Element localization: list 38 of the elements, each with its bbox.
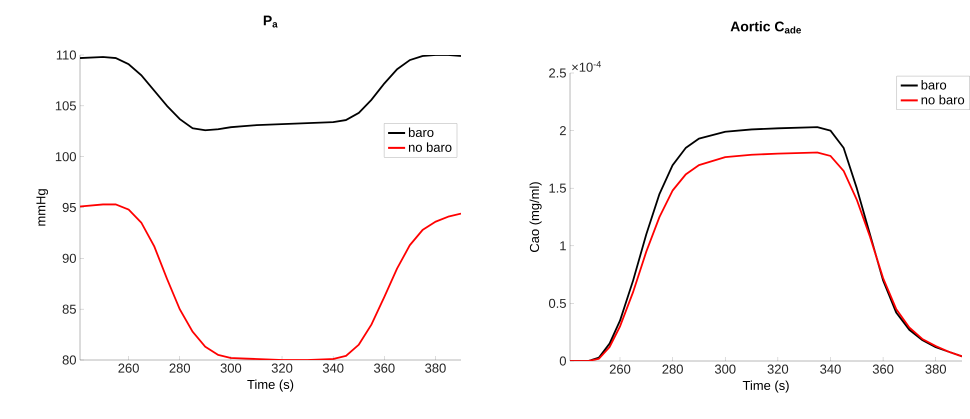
x-tick-label: 320 [768,364,788,374]
chart-title: Aortic C$_{ade}$ [730,21,801,34]
legend-label: baro [408,128,434,138]
y-tick-label: 0 [560,356,566,366]
x-tick-label: 280 [170,364,190,373]
y-tick-label: 110 [56,50,76,60]
x-tick-label: 320 [272,364,292,373]
x-tick-label: 360 [872,364,894,374]
y-tick-label: 1 [560,241,566,250]
x-tick-label: 340 [820,364,841,374]
y-tick-label: 100 [56,152,76,162]
y-tick-label: 80 [62,355,76,365]
x-tick-label: 300 [220,364,242,373]
legend-label: no baro [408,142,452,152]
x-tick-label: 340 [322,364,344,373]
legend-label: no baro [922,94,964,104]
y-tick-label: 85 [62,304,76,314]
x-tick-label: 260 [118,364,139,373]
x-axis-title: Time (s) [247,380,294,392]
y-tick-label: 95 [62,202,76,212]
x-tick-label: 280 [662,364,683,374]
y-tick-label: 1.5 [549,184,566,193]
legend-label: baro [922,80,946,90]
x-tick-label: 260 [610,364,630,374]
y-tick-label: 2.5 [549,68,566,78]
y-tick-label: 105 [56,101,76,110]
chart-title: P$_{a}$ [264,16,278,28]
y-axis-title: Cao (mg/ml) [530,182,542,252]
x-tick-label: 300 [714,364,736,374]
x-tick-label: 380 [925,364,946,374]
y-tick-label: 0.5 [548,298,566,308]
text: ×10$^{-4}$ [572,61,601,72]
x-tick-label: 360 [374,364,395,373]
x-tick-label: 380 [425,364,446,373]
y-axis-title: mmHg [36,189,48,226]
y-tick-label: 90 [62,254,76,263]
y-tick-label: 2 [560,126,566,136]
x-axis-title: Time (s) [742,380,789,393]
